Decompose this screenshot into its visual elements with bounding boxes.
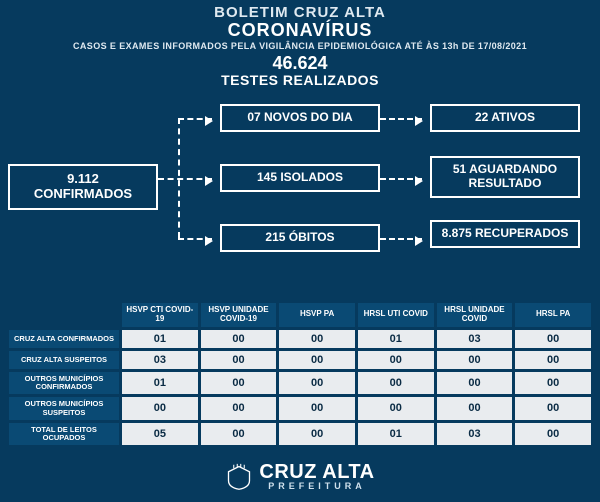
title-line2: CORONAVÍRUS [0,20,600,41]
table-cell: 00 [515,351,591,369]
table-cell: 00 [279,423,355,446]
col-header: HSVP CTI COVID-19 [122,303,198,327]
tests-block: 46.624 TESTES REALIZADOS [0,53,600,88]
arrow-confirmed-isolated [158,178,212,180]
beds-table: HSVP CTI COVID-19 HSVP UNIDADE COVID-19 … [6,300,594,448]
connector-vline [178,118,180,238]
box-recovered: 8.875 RECUPERADOS [430,220,580,248]
col-header: HRSL PA [515,303,591,327]
table-cell: 03 [437,330,513,348]
row-header: OUTROS MUNICÍPIOS CONFIRMADOS [9,372,119,395]
box-deaths: 215 ÓBITOS [220,224,380,252]
arrow-isolated-awaiting [380,178,422,180]
table-cell: 00 [279,397,355,420]
table-cell: 00 [201,372,277,395]
brand: CRUZ ALTA PREFEITURA [225,463,374,491]
title-line1: BOLETIM CRUZ ALTA [0,4,600,21]
table-header-row: HSVP CTI COVID-19 HSVP UNIDADE COVID-19 … [9,303,591,327]
col-header: HRSL UNIDADE COVID [437,303,513,327]
table-cell: 00 [515,372,591,395]
header: BOLETIM CRUZ ALTA CORONAVÍRUS CASOS E EX… [0,0,600,51]
box-awaiting: 51 AGUARDANDO RESULTADO [430,156,580,198]
table-cell: 01 [122,330,198,348]
box-confirmed: 9.112 CONFIRMADOS [8,164,158,210]
arrow-deaths-recovered [380,238,422,240]
table-cell: 00 [515,330,591,348]
table-row: CRUZ ALTA CONFIRMADOS010000010300 [9,330,591,348]
flow-diagram: 9.112 CONFIRMADOS 07 NOVOS DO DIA 145 IS… [0,94,600,274]
arrow-to-deaths [178,238,212,240]
crest-icon [225,463,253,491]
table-row: OUTROS MUNICÍPIOS CONFIRMADOS01000000000… [9,372,591,395]
col-header: HSVP PA [279,303,355,327]
brand-pref: PREFEITURA [259,481,374,491]
table-row: OUTROS MUNICÍPIOS SUSPEITOS000000000000 [9,397,591,420]
table-cell: 00 [515,397,591,420]
table: HSVP CTI COVID-19 HSVP UNIDADE COVID-19 … [6,300,594,448]
table-row: CRUZ ALTA SUSPEITOS030000000000 [9,351,591,369]
table-cell: 00 [201,423,277,446]
row-header: CRUZ ALTA SUSPEITOS [9,351,119,369]
table-cell: 01 [122,372,198,395]
brand-name: CRUZ ALTA [259,463,374,481]
footer: CRUZ ALTA PREFEITURA [0,463,600,496]
row-header: CRUZ ALTA CONFIRMADOS [9,330,119,348]
table-cell: 00 [358,372,434,395]
table-row: TOTAL DE LEITOS OCUPADOS050000010300 [9,423,591,446]
table-cell: 00 [201,397,277,420]
box-isolated: 145 ISOLADOS [220,164,380,192]
table-cell: 00 [279,330,355,348]
arrow-to-new [178,118,212,120]
arrow-new-active [380,118,422,120]
table-cell: 01 [358,423,434,446]
box-active: 22 ATIVOS [430,104,580,132]
subtitle: CASOS E EXAMES INFORMADOS PELA VIGILÂNCI… [0,41,600,51]
table-cell: 00 [279,351,355,369]
table-cell: 00 [122,397,198,420]
table-cell: 03 [437,423,513,446]
table-blank-corner [9,303,119,327]
table-cell: 00 [358,397,434,420]
table-cell: 00 [201,351,277,369]
table-cell: 03 [122,351,198,369]
table-cell: 00 [437,372,513,395]
row-header: TOTAL DE LEITOS OCUPADOS [9,423,119,446]
box-new-today: 07 NOVOS DO DIA [220,104,380,132]
table-cell: 01 [358,330,434,348]
table-cell: 00 [437,351,513,369]
table-cell: 00 [515,423,591,446]
tests-label: TESTES REALIZADOS [0,72,600,88]
table-cell: 00 [201,330,277,348]
col-header: HSVP UNIDADE COVID-19 [201,303,277,327]
table-cell: 00 [358,351,434,369]
brand-text: CRUZ ALTA PREFEITURA [259,463,374,491]
table-cell: 00 [279,372,355,395]
table-cell: 00 [437,397,513,420]
tests-value: 46.624 [0,53,600,74]
row-header: OUTROS MUNICÍPIOS SUSPEITOS [9,397,119,420]
col-header: HRSL UTI COVID [358,303,434,327]
table-cell: 05 [122,423,198,446]
